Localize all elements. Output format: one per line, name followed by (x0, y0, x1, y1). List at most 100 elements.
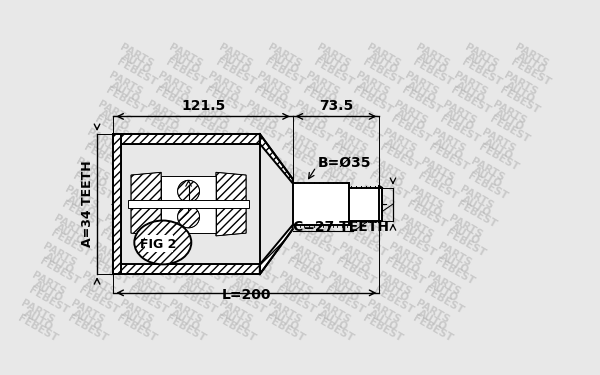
Text: FEBEST: FEBEST (191, 114, 235, 144)
Text: PARTS: PARTS (145, 99, 182, 126)
Text: AUTO: AUTO (109, 80, 142, 105)
Text: PARTS: PARTS (129, 270, 166, 297)
Text: AUTO: AUTO (224, 165, 257, 190)
Text: PARTS: PARTS (167, 298, 204, 326)
Text: PARTS: PARTS (134, 128, 172, 154)
Text: PARTS: PARTS (414, 298, 451, 326)
Text: PARTS: PARTS (310, 184, 347, 211)
Text: FEBEST: FEBEST (214, 57, 257, 87)
Circle shape (178, 180, 200, 202)
Text: AUTO: AUTO (295, 108, 328, 133)
Text: AUTO: AUTO (263, 194, 295, 219)
Text: FEBEST: FEBEST (219, 171, 262, 201)
Text: AUTO: AUTO (169, 51, 202, 76)
Text: AUTO: AUTO (120, 51, 153, 76)
Text: AUTO: AUTO (427, 279, 460, 304)
Text: FEBEST: FEBEST (296, 228, 339, 258)
Text: PARTS: PARTS (409, 184, 445, 211)
Text: FEBEST: FEBEST (367, 171, 410, 201)
Text: FEBEST: FEBEST (378, 142, 421, 173)
Text: AUTO: AUTO (125, 165, 158, 190)
Bar (145, 236, 173, 252)
Text: FEBEST: FEBEST (98, 228, 142, 258)
Text: AUTO: AUTO (120, 308, 153, 333)
Text: PARTS: PARTS (458, 184, 495, 211)
Text: PARTS: PARTS (195, 99, 232, 126)
Text: AUTO: AUTO (197, 108, 230, 133)
Text: PARTS: PARTS (332, 128, 368, 154)
Text: AUTO: AUTO (339, 251, 372, 276)
Text: PARTS: PARTS (260, 184, 298, 211)
Text: PARTS: PARTS (151, 213, 188, 240)
Text: FEBEST: FEBEST (263, 57, 306, 87)
Text: PARTS: PARTS (211, 184, 248, 211)
Text: FEBEST: FEBEST (214, 313, 257, 344)
Text: FEBEST: FEBEST (131, 142, 175, 173)
Text: FEBEST: FEBEST (268, 171, 311, 201)
Text: PARTS: PARTS (447, 213, 484, 240)
Text: AUTO: AUTO (328, 279, 361, 304)
Text: PARTS: PARTS (206, 70, 242, 98)
Text: FEBEST: FEBEST (427, 142, 470, 173)
Text: AUTO: AUTO (219, 308, 251, 333)
Text: PARTS: PARTS (365, 298, 401, 326)
Text: PARTS: PARTS (376, 270, 413, 297)
Text: FEBEST: FEBEST (181, 142, 224, 173)
Text: PARTS: PARTS (277, 270, 314, 297)
Text: AUTO: AUTO (317, 308, 350, 333)
Text: AUTO: AUTO (104, 222, 136, 247)
Text: PARTS: PARTS (266, 298, 303, 326)
Text: FEBEST: FEBEST (186, 256, 229, 287)
Text: AUTO: AUTO (181, 279, 213, 304)
Text: FEBEST: FEBEST (49, 228, 92, 258)
Text: FEBEST: FEBEST (71, 171, 114, 201)
Text: PARTS: PARTS (217, 298, 254, 326)
Text: PARTS: PARTS (96, 99, 133, 126)
Text: L=200: L=200 (221, 288, 271, 302)
Text: FEBEST: FEBEST (115, 57, 158, 87)
Text: PARTS: PARTS (392, 99, 429, 126)
Text: FEBEST: FEBEST (312, 313, 355, 344)
Polygon shape (216, 172, 246, 236)
Text: PARTS: PARTS (239, 242, 275, 268)
Text: FEBEST: FEBEST (394, 228, 437, 258)
Text: AUTO: AUTO (158, 80, 191, 105)
Text: AUTO: AUTO (268, 51, 301, 76)
Text: FEBEST: FEBEST (356, 199, 399, 230)
Text: FEBEST: FEBEST (247, 228, 290, 258)
Text: PARTS: PARTS (227, 270, 265, 297)
Text: FEBEST: FEBEST (153, 85, 196, 116)
Text: PARTS: PARTS (91, 242, 128, 268)
Text: PARTS: PARTS (283, 128, 319, 154)
Text: PARTS: PARTS (250, 213, 286, 240)
Text: FEBEST: FEBEST (509, 57, 553, 87)
Polygon shape (131, 172, 161, 236)
Text: AUTO: AUTO (241, 251, 274, 276)
Text: AUTO: AUTO (169, 308, 202, 333)
Text: FEBEST: FEBEST (115, 313, 158, 344)
Text: FEBEST: FEBEST (383, 256, 427, 287)
Text: AUTO: AUTO (493, 108, 526, 133)
Text: AUTO: AUTO (443, 108, 476, 133)
Text: FEBEST: FEBEST (164, 313, 208, 344)
Text: AUTO: AUTO (153, 222, 186, 247)
Text: PARTS: PARTS (41, 242, 78, 268)
Text: AUTO: AUTO (454, 80, 487, 105)
Text: FEBEST: FEBEST (164, 57, 208, 87)
Text: AUTO: AUTO (383, 137, 416, 162)
Text: FEBEST: FEBEST (88, 256, 131, 287)
Text: AUTO: AUTO (251, 222, 284, 247)
Text: PARTS: PARTS (107, 70, 144, 98)
Text: AUTO: AUTO (460, 194, 493, 219)
Text: AUTO: AUTO (175, 165, 208, 190)
Text: AUTO: AUTO (284, 137, 317, 162)
Text: PARTS: PARTS (326, 270, 363, 297)
Text: FEBEST: FEBEST (148, 228, 191, 258)
Text: FEBEST: FEBEST (350, 85, 394, 116)
Text: PARTS: PARTS (370, 156, 407, 183)
Bar (293, 183, 349, 225)
Polygon shape (260, 144, 293, 264)
Text: AUTO: AUTO (361, 194, 394, 219)
Text: FEBEST: FEBEST (312, 57, 355, 87)
Bar (349, 188, 382, 220)
